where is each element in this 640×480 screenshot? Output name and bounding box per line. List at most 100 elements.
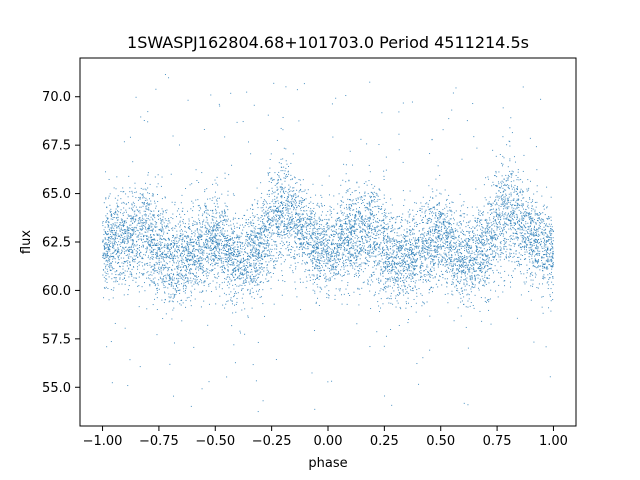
scatter-point	[122, 230, 124, 232]
scatter-point	[140, 236, 142, 238]
scatter-point	[430, 255, 432, 257]
scatter-point	[342, 230, 344, 232]
scatter-point	[495, 192, 497, 194]
scatter-point	[237, 261, 239, 263]
scatter-point	[310, 234, 312, 236]
scatter-point	[306, 242, 308, 244]
scatter-point	[156, 272, 158, 273]
scatter-point	[341, 200, 343, 202]
scatter-point	[127, 228, 129, 230]
scatter-point	[383, 212, 385, 214]
scatter-point	[195, 199, 197, 201]
scatter-point	[268, 243, 270, 245]
scatter-point	[478, 281, 480, 283]
scatter-point	[212, 249, 214, 251]
scatter-point	[111, 236, 113, 238]
scatter-point	[151, 218, 153, 220]
scatter-point	[409, 257, 411, 259]
scatter-point	[458, 270, 460, 272]
scatter-point	[417, 245, 419, 247]
scatter-point	[385, 262, 386, 264]
scatter-point	[438, 230, 440, 232]
scatter-point	[206, 271, 208, 273]
scatter-point	[121, 273, 123, 275]
scatter-point	[148, 243, 150, 245]
scatter-point	[229, 259, 231, 261]
scatter-point	[312, 251, 314, 253]
scatter-point	[519, 229, 521, 231]
scatter-point	[353, 256, 355, 258]
scatter-point	[344, 228, 346, 230]
scatter-point	[446, 238, 448, 240]
scatter-point	[488, 257, 490, 259]
scatter-point	[360, 198, 362, 200]
scatter-point	[106, 254, 108, 256]
scatter-point	[282, 280, 284, 282]
scatter-point	[157, 174, 159, 176]
scatter-point	[495, 212, 497, 213]
scatter-point	[238, 237, 240, 239]
scatter-point	[256, 279, 258, 281]
scatter-point	[385, 251, 387, 253]
scatter-point	[114, 271, 116, 273]
scatter-point	[376, 232, 378, 234]
scatter-point	[250, 235, 252, 237]
scatter-point	[472, 283, 474, 285]
scatter-point	[414, 239, 416, 241]
scatter-point	[252, 253, 254, 255]
scatter-point	[334, 252, 336, 254]
scatter-point	[324, 277, 326, 279]
scatter-point	[177, 301, 179, 303]
scatter-point	[224, 230, 226, 232]
scatter-point	[317, 268, 319, 270]
scatter-point	[161, 282, 163, 284]
scatter-point	[352, 248, 354, 250]
scatter-point	[410, 306, 412, 308]
scatter-point	[226, 206, 228, 208]
scatter-point	[116, 204, 118, 206]
scatter-point	[438, 211, 440, 213]
scatter-point	[298, 253, 300, 255]
scatter-point	[326, 297, 328, 299]
scatter-point	[149, 252, 151, 254]
scatter-point	[231, 237, 233, 239]
scatter-point	[321, 254, 323, 256]
scatter-point	[522, 239, 524, 241]
scatter-point	[429, 196, 431, 198]
scatter-point	[130, 224, 132, 226]
scatter-point	[198, 257, 200, 259]
scatter-point	[351, 230, 353, 232]
scatter-point	[516, 231, 518, 233]
scatter-point	[128, 237, 130, 239]
scatter-point	[547, 226, 549, 228]
scatter-point	[203, 245, 205, 247]
scatter-point	[147, 262, 149, 264]
scatter-point	[127, 242, 129, 244]
scatter-point	[233, 250, 235, 252]
scatter-point	[412, 256, 414, 258]
scatter-point	[122, 233, 124, 235]
scatter-point	[476, 258, 478, 260]
scatter-point	[108, 245, 110, 247]
scatter-point	[176, 242, 178, 244]
scatter-point	[538, 235, 540, 237]
scatter-point	[539, 265, 541, 267]
scatter-point	[394, 240, 396, 242]
scatter-point	[542, 254, 544, 256]
scatter-point	[325, 279, 327, 281]
scatter-point	[400, 270, 402, 272]
scatter-point	[432, 191, 434, 193]
scatter-point	[132, 218, 134, 220]
scatter-point	[324, 234, 326, 236]
scatter-point	[251, 205, 253, 207]
scatter-point	[310, 211, 312, 213]
scatter-point	[416, 265, 418, 267]
scatter-point	[302, 200, 304, 201]
scatter-point	[413, 259, 415, 261]
scatter-point	[400, 262, 402, 264]
scatter-point	[386, 229, 388, 231]
scatter-point	[169, 244, 171, 246]
scatter-point	[280, 178, 282, 180]
scatter-point	[246, 271, 248, 273]
scatter-point	[299, 200, 301, 202]
